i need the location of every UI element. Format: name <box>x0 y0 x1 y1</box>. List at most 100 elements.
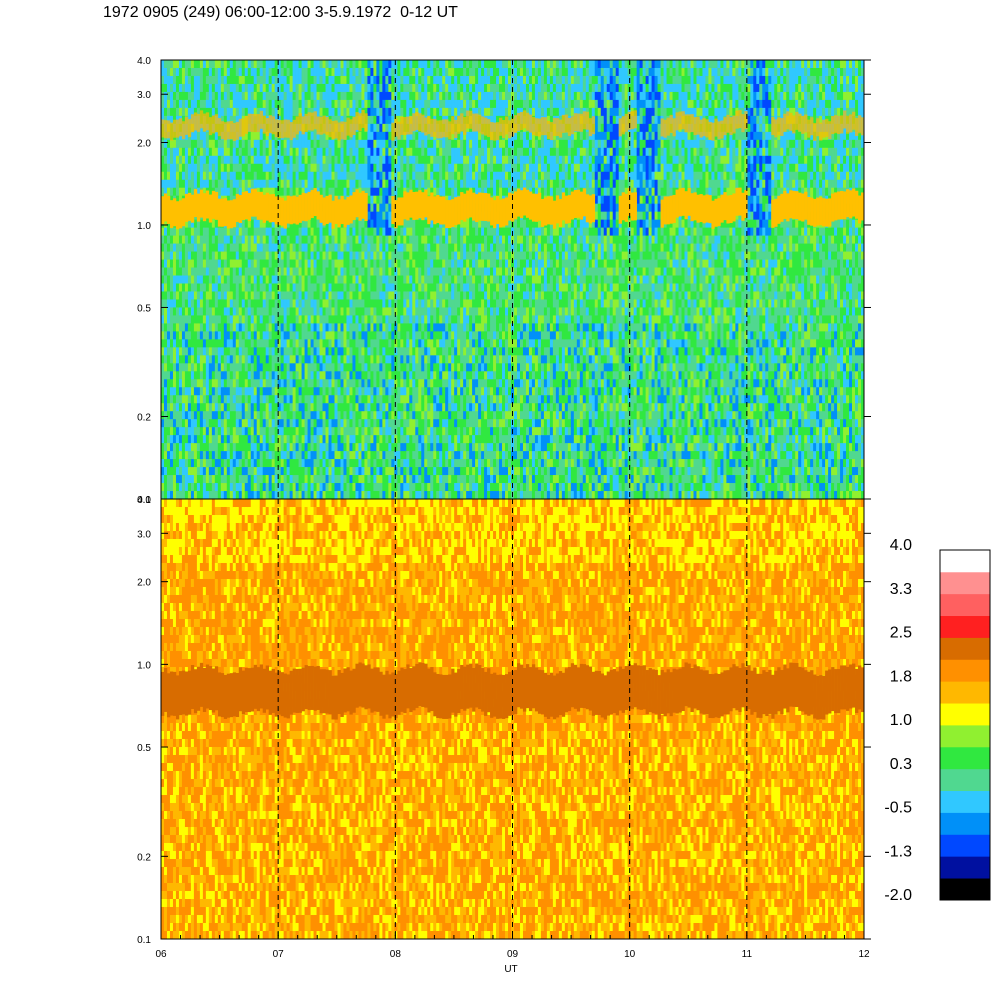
spectrogram-cell <box>376 451 380 460</box>
spectrogram-cell <box>286 435 290 444</box>
spectrogram-cell <box>226 491 231 500</box>
spectrogram-cell <box>202 67 207 77</box>
spectrogram-cell <box>412 75 416 85</box>
spectrogram-cell <box>232 347 237 356</box>
spectrogram-cell <box>220 147 225 157</box>
spectrogram-cell <box>361 227 365 236</box>
spectrogram-cell <box>385 123 389 133</box>
spectrogram-cell <box>352 267 356 276</box>
spectrogram-cell <box>415 67 419 77</box>
spectrogram-cell <box>385 483 389 492</box>
spectrogram-cell <box>343 163 347 173</box>
spectrogram-cell <box>181 331 186 340</box>
spectrogram-cell <box>391 267 395 276</box>
spectrogram-cell <box>385 339 389 348</box>
spectrogram-cell <box>319 363 323 372</box>
spectrogram-cell <box>337 67 341 77</box>
spectrogram-cell <box>226 259 231 268</box>
spectrogram-cell <box>268 219 272 228</box>
spectrogram-cell <box>424 275 428 284</box>
spectrogram-cell <box>427 427 431 436</box>
spectrogram-cell <box>205 283 210 292</box>
spectrogram-cell <box>187 243 192 252</box>
spectrogram-cell <box>283 83 287 93</box>
spectrogram-cell <box>163 83 168 93</box>
spectrogram-cell <box>289 155 293 165</box>
spectrogram-cell <box>427 83 431 93</box>
spectrogram-cell <box>286 163 290 173</box>
spectrogram-cell <box>187 283 192 292</box>
spectrogram-cell <box>205 443 210 452</box>
spectrogram-cell <box>211 251 216 260</box>
spectrogram-cell <box>187 91 192 101</box>
spectrogram-cell <box>229 307 234 316</box>
spectrogram-cell <box>292 483 296 492</box>
spectrogram-cell <box>178 99 183 109</box>
spectrogram-cell <box>421 283 425 292</box>
spectrogram-cell <box>325 83 329 93</box>
spectrogram-cell <box>370 91 374 101</box>
spectrogram-cell <box>223 91 228 101</box>
spectrogram-cell <box>340 163 344 173</box>
spectrogram-cell <box>181 147 186 157</box>
spectrogram-cell <box>199 427 204 436</box>
spectrogram-cell <box>382 267 386 276</box>
spectrogram-cell <box>418 91 422 101</box>
spectrogram-cell <box>202 483 207 492</box>
spectrogram-cell <box>163 459 168 468</box>
spectrogram-cell <box>364 139 368 149</box>
spectrogram-cell <box>238 163 243 173</box>
spectrogram-cell <box>259 155 264 165</box>
spectrogram-cell <box>403 435 407 444</box>
spectrogram-cell <box>172 483 177 492</box>
spectrogram-cell <box>271 355 275 364</box>
spectrogram-cell <box>376 163 380 173</box>
spectrogram-cell <box>424 331 428 340</box>
spectrogram-cell <box>211 155 216 165</box>
spectrogram-cell <box>178 347 183 356</box>
spectrogram-cell <box>316 339 320 348</box>
spectrogram-cell <box>217 403 222 412</box>
spectrogram-cell <box>340 83 344 93</box>
spectrogram-cell <box>292 395 296 404</box>
spectrogram-cell <box>298 299 302 308</box>
spectrogram-cell <box>256 347 261 356</box>
spectrogram-cell <box>241 267 246 276</box>
spectrogram-cell <box>268 171 272 181</box>
spectrogram-cell <box>415 243 419 252</box>
spectrogram-cell <box>379 299 383 308</box>
spectrogram-cell <box>364 363 368 372</box>
spectrogram-cell <box>196 139 201 149</box>
spectrogram-cell <box>403 299 407 308</box>
spectrogram-cell <box>226 227 231 236</box>
spectrogram-cell <box>253 475 258 484</box>
spectrogram-cell <box>298 235 302 244</box>
spectrogram-cell <box>304 315 308 324</box>
spectrogram-cell <box>250 443 255 452</box>
spectrogram-cell <box>190 187 195 196</box>
spectrogram-cell <box>394 251 398 260</box>
spectrogram-cell <box>247 459 252 468</box>
spectrogram-cell <box>394 187 398 196</box>
spectrogram-cell <box>289 459 293 468</box>
spectrogram-cell <box>280 275 284 284</box>
spectrogram-cell <box>367 91 371 101</box>
spectrogram-cell <box>289 363 293 372</box>
spectrogram-cell <box>253 443 258 452</box>
spectrogram-cell <box>217 363 222 372</box>
spectrogram-cell <box>394 227 398 236</box>
spectrogram-cell <box>226 395 231 404</box>
spectrogram-cell <box>247 131 252 141</box>
spectrogram-cell <box>283 459 287 468</box>
spectrogram-cell <box>421 267 425 276</box>
spectrogram-cell <box>211 411 216 420</box>
spectrogram-cell <box>424 243 428 252</box>
spectrogram-cell <box>178 363 183 372</box>
spectrogram-cell <box>220 299 225 308</box>
spectrogram-cell <box>241 435 246 444</box>
spectrogram-cell <box>226 331 231 340</box>
spectrogram-cell <box>430 243 434 252</box>
spectrogram-cell <box>163 451 168 460</box>
spectrogram-cell <box>223 315 228 324</box>
spectrogram-cell <box>304 467 308 476</box>
